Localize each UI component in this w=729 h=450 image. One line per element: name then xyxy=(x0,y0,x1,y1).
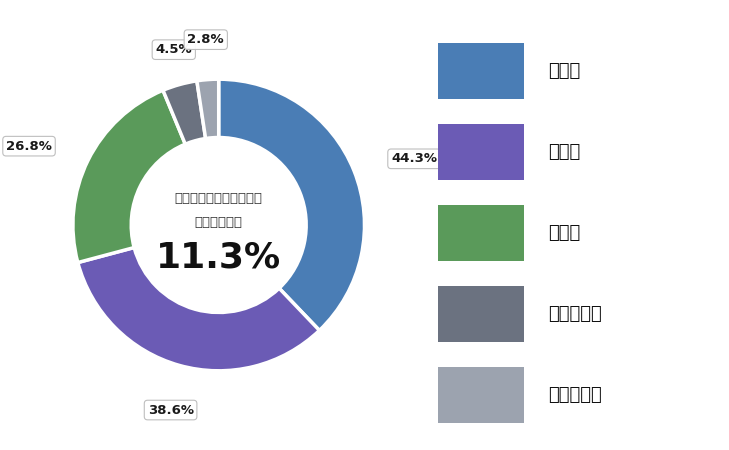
Text: 44.3%: 44.3% xyxy=(391,152,437,165)
Text: 理学系: 理学系 xyxy=(548,62,580,80)
Text: 社会科学系: 社会科学系 xyxy=(548,386,602,404)
Wedge shape xyxy=(163,81,206,144)
Wedge shape xyxy=(73,90,185,262)
Text: 人文科学系: 人文科学系 xyxy=(548,305,602,323)
Wedge shape xyxy=(78,248,319,371)
FancyBboxPatch shape xyxy=(438,43,524,99)
FancyBboxPatch shape xyxy=(438,205,524,261)
Text: 38.6%: 38.6% xyxy=(147,404,194,417)
Text: 大学院進学率: 大学院進学率 xyxy=(195,216,243,229)
FancyBboxPatch shape xyxy=(438,286,524,342)
Wedge shape xyxy=(197,79,219,139)
Text: 4.5%: 4.5% xyxy=(155,43,192,56)
Text: 26.8%: 26.8% xyxy=(6,140,52,153)
Wedge shape xyxy=(219,79,364,330)
Text: 農学系: 農学系 xyxy=(548,224,580,242)
Text: 11.3%: 11.3% xyxy=(156,240,281,274)
Text: 工学系: 工学系 xyxy=(548,143,580,161)
FancyBboxPatch shape xyxy=(438,124,524,180)
Text: 四年制大学卒業者全体の: 四年制大学卒業者全体の xyxy=(175,192,262,205)
FancyBboxPatch shape xyxy=(438,367,524,423)
Text: 2.8%: 2.8% xyxy=(187,33,224,46)
